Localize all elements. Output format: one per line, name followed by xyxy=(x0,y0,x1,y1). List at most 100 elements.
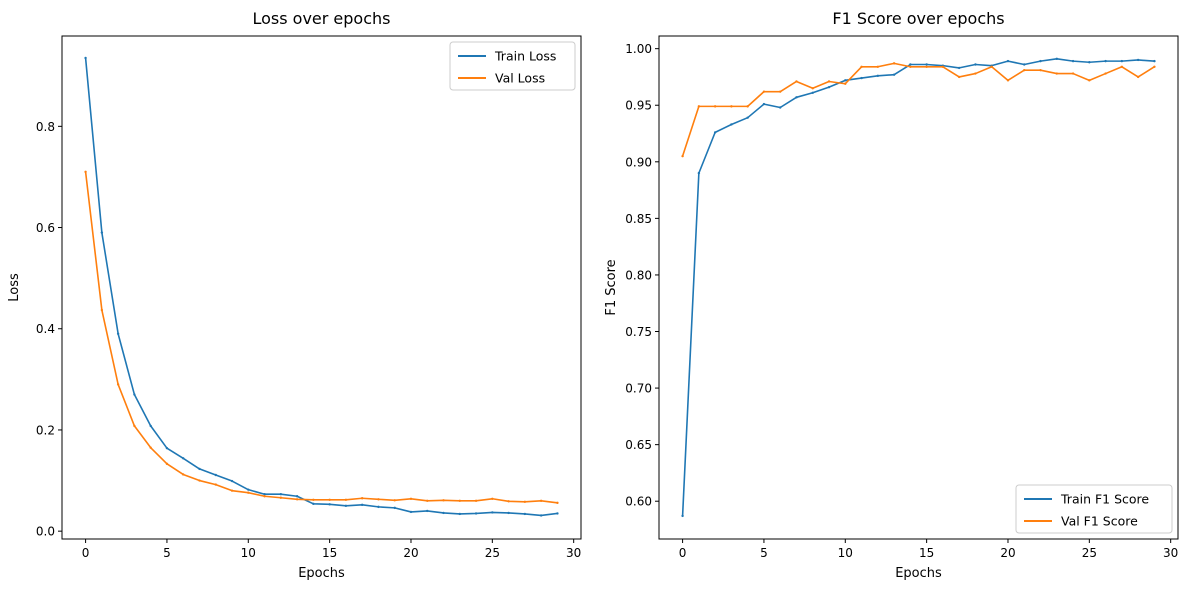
chart-title: F1 Score over epochs xyxy=(832,9,1004,28)
legend-label: Train F1 Score xyxy=(1060,492,1149,507)
data-point xyxy=(442,499,445,502)
data-point xyxy=(149,446,152,449)
data-point xyxy=(84,56,87,60)
x-tick-label: 25 xyxy=(485,546,500,560)
data-point xyxy=(344,498,348,501)
data-point xyxy=(892,73,896,76)
data-point xyxy=(458,499,461,502)
data-point xyxy=(990,65,993,68)
data-point xyxy=(263,493,266,496)
data-point xyxy=(377,505,380,509)
data-point xyxy=(1039,68,1042,72)
data-point xyxy=(182,473,185,476)
data-point xyxy=(263,495,266,498)
data-point xyxy=(295,495,299,498)
data-point xyxy=(1088,61,1091,64)
data-point xyxy=(827,85,831,89)
data-point xyxy=(556,501,559,505)
y-tick-label: 0.80 xyxy=(625,268,652,282)
data-point xyxy=(279,496,283,499)
data-point xyxy=(426,499,429,502)
data-point xyxy=(697,171,701,175)
x-tick-label: 25 xyxy=(1082,546,1097,560)
data-point xyxy=(746,116,749,119)
data-point xyxy=(230,479,234,483)
data-point xyxy=(730,105,733,108)
data-point xyxy=(247,488,250,491)
data-point xyxy=(198,479,201,482)
f1-score-chart: 0 5 10 15 20 25 30 0.60 0.65 0.70 0.75 0.80 0.85 0.90… xyxy=(604,9,1179,581)
data-point xyxy=(1071,72,1075,75)
data-point xyxy=(697,105,701,108)
x-tick-label: 20 xyxy=(1000,546,1015,560)
data-point xyxy=(523,512,527,516)
data-point xyxy=(860,76,863,80)
series-line-0 xyxy=(84,57,559,517)
data-point xyxy=(539,514,543,517)
data-point xyxy=(474,512,478,515)
data-point xyxy=(681,514,684,518)
data-point xyxy=(491,511,494,514)
data-point xyxy=(247,491,250,494)
y-tick-label: 0.75 xyxy=(625,325,652,339)
data-point xyxy=(876,74,880,78)
data-point xyxy=(393,499,396,502)
data-point xyxy=(116,383,120,386)
chart-title: Loss over epochs xyxy=(252,9,390,28)
data-point xyxy=(328,498,331,501)
x-tick-label: 10 xyxy=(838,546,853,560)
data-point xyxy=(925,63,928,66)
data-point xyxy=(1104,72,1107,75)
data-point xyxy=(779,90,782,93)
data-point xyxy=(957,75,961,79)
data-point xyxy=(539,499,543,502)
data-point xyxy=(1006,79,1010,82)
data-point xyxy=(426,509,429,513)
y-axis-label: F1 Score xyxy=(604,259,619,315)
data-point xyxy=(909,65,912,68)
data-point xyxy=(1120,65,1124,68)
data-point xyxy=(360,497,364,500)
y-tick-label: 0.6 xyxy=(36,221,55,235)
data-point xyxy=(133,393,136,396)
data-point xyxy=(974,72,977,75)
y-tick-label: 0.0 xyxy=(36,525,55,539)
data-point xyxy=(1136,58,1140,62)
data-point xyxy=(165,462,169,466)
legend-label: Val Loss xyxy=(495,71,545,86)
data-point xyxy=(957,66,961,70)
data-point xyxy=(507,511,510,515)
data-point xyxy=(393,506,396,510)
data-point xyxy=(279,493,283,496)
data-point xyxy=(1136,75,1140,79)
data-point xyxy=(1055,57,1058,61)
x-tick-label: 15 xyxy=(322,546,337,560)
y-tick-label: 0.4 xyxy=(36,322,55,336)
data-point xyxy=(523,500,527,504)
data-point xyxy=(474,499,478,502)
data-point xyxy=(491,497,494,500)
data-point xyxy=(312,502,315,506)
data-point xyxy=(230,489,234,492)
data-point xyxy=(681,154,684,158)
x-tick-label: 15 xyxy=(919,546,934,560)
data-point xyxy=(779,106,782,109)
data-point xyxy=(746,105,749,108)
x-tick-label: 20 xyxy=(403,546,418,560)
data-point xyxy=(1104,59,1107,63)
data-point xyxy=(133,424,136,428)
x-tick-label: 5 xyxy=(163,546,171,560)
data-point xyxy=(1153,59,1156,63)
data-point xyxy=(713,105,717,108)
plot-frame xyxy=(658,35,1179,540)
data-point xyxy=(909,63,912,66)
data-point xyxy=(149,424,152,428)
loss-chart: 0 5 10 15 20 25 30 0.0 0.2 0.4 0.6 0.8 Loss over epo… xyxy=(7,9,582,581)
data-point xyxy=(214,473,217,477)
data-point xyxy=(507,500,510,503)
data-point xyxy=(1071,59,1075,63)
data-point xyxy=(295,498,299,501)
y-tick-label: 0.65 xyxy=(625,438,652,452)
data-point xyxy=(458,512,461,516)
